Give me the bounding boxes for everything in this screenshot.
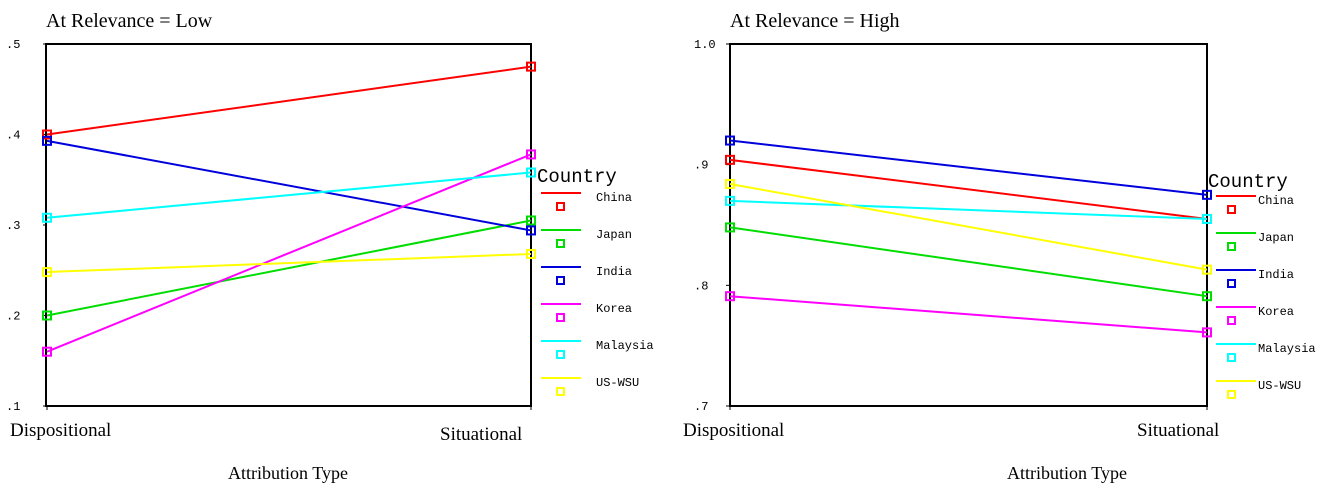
data-point-japan-situational [526,215,536,226]
series-line-china [729,158,1208,220]
y-tick-label: .7 [694,400,708,414]
y-ticks-high: .7 .8 .9 1.0 [694,38,1208,414]
series-line-china [46,65,532,136]
data-point-malaysia-dispositional [42,212,52,223]
legend-label-china: China [596,191,632,205]
panel-title-high: At Relevance = High [730,10,900,32]
series-line-malaysia [729,199,1208,220]
data-point-malaysia-situational [526,167,536,178]
series-group-low [42,61,536,357]
legend-label-us-wsu: US-WSU [1258,379,1301,393]
legend-marker-japan [1227,242,1236,251]
panel-title-low: At Relevance = Low [46,10,213,32]
series-line-us-wsu [729,182,1208,271]
legend-marker-us-wsu [556,387,565,396]
data-point-us-wsu-dispositional [42,267,52,278]
data-point-malaysia-dispositional [725,195,735,206]
data-point-korea-situational [1202,327,1212,338]
series-line-malaysia [46,171,532,219]
data-point-india-dispositional [725,135,735,146]
legend-label-malaysia: Malaysia [596,339,654,353]
legend-marker-korea [1227,316,1236,325]
data-point-india-situational [526,225,536,236]
data-point-india-situational [1202,189,1212,200]
data-point-india-dispositional [42,135,52,146]
legend-label-japan: Japan [596,228,632,242]
legend-label-korea: Korea [596,302,632,316]
x-category-situational-high: Situational [1137,420,1219,441]
data-point-china-situational [526,61,536,72]
y-tick-label: .1 [6,400,20,414]
y-tick-label: .4 [6,129,20,143]
series-line-india [46,139,532,232]
legend-label-malaysia: Malaysia [1258,342,1316,356]
y-tick-label: .3 [6,219,20,233]
series-group-high [725,135,1212,338]
legend-title-high: Country [1208,171,1288,193]
x-category-dispositional-high: Dispositional [683,420,784,441]
y-tick-label: .9 [694,159,708,173]
legend-entries-high: China Japan India Korea Malaysia US-WSU [1216,194,1316,399]
plot-frame-high [729,43,1208,407]
y-tick-label: .2 [6,310,20,324]
series-line-japan [46,219,532,317]
x-axis-title-low: Attribution Type [228,463,348,483]
series-line-korea [46,153,532,353]
legend-entries-low: China Japan India Korea Malaysia US-WSU [541,191,654,396]
data-point-korea-dispositional [725,291,735,302]
legend-marker-india [1227,279,1236,288]
legend-label-india: India [1258,268,1294,282]
data-point-us-wsu-dispositional [725,178,735,189]
y-tick-label: 1.0 [694,38,716,52]
x-category-dispositional-low: Dispositional [10,420,111,441]
legend-title-low: Country [537,166,617,188]
series-line-japan [729,226,1208,298]
legend-marker-malaysia [556,350,565,359]
legend-label-china: China [1258,194,1294,208]
data-point-us-wsu-situational [1202,264,1212,275]
plot-frame-low [45,43,532,407]
panel-high: At Relevance = High .7 .8 .9 1.0 Dispositio… [683,10,1316,483]
data-point-japan-dispositional [725,222,735,233]
x-category-situational-low: Situational [440,424,522,445]
panel-low: At Relevance = Low .1 .2 .3 .4 .5 Dispositio… [6,10,654,483]
y-ticks-low: .1 .2 .3 .4 .5 [6,38,532,414]
legend-label-india: India [596,265,632,279]
data-point-japan-dispositional [42,310,52,321]
legend-label-korea: Korea [1258,305,1294,319]
data-point-japan-situational [1202,291,1212,302]
series-line-korea [729,295,1208,334]
data-point-us-wsu-situational [526,248,536,259]
data-point-korea-situational [526,149,536,160]
data-point-korea-dispositional [42,346,52,357]
legend-label-japan: Japan [1258,231,1294,245]
legend-label-us-wsu: US-WSU [596,376,639,390]
y-tick-label: .5 [6,38,20,52]
series-line-india [729,139,1208,196]
legend-marker-us-wsu [1227,390,1236,399]
legend-marker-korea [556,313,565,322]
series-line-us-wsu [46,252,532,274]
legend-high: Country China Japan India Korea Malaysia US-W… [1208,171,1316,399]
data-point-china-dispositional [42,129,52,140]
legend-marker-china [556,202,565,211]
legend-marker-india [556,276,565,285]
data-point-china-dispositional [725,154,735,165]
legend-low: Country China Japan India Korea Malaysia US-W… [537,166,654,396]
data-point-malaysia-situational [1202,213,1212,224]
legend-marker-malaysia [1227,353,1236,362]
y-tick-label: .8 [694,279,708,293]
x-axis-title-high: Attribution Type [1007,463,1127,483]
legend-marker-china [1227,205,1236,214]
legend-marker-japan [556,239,565,248]
